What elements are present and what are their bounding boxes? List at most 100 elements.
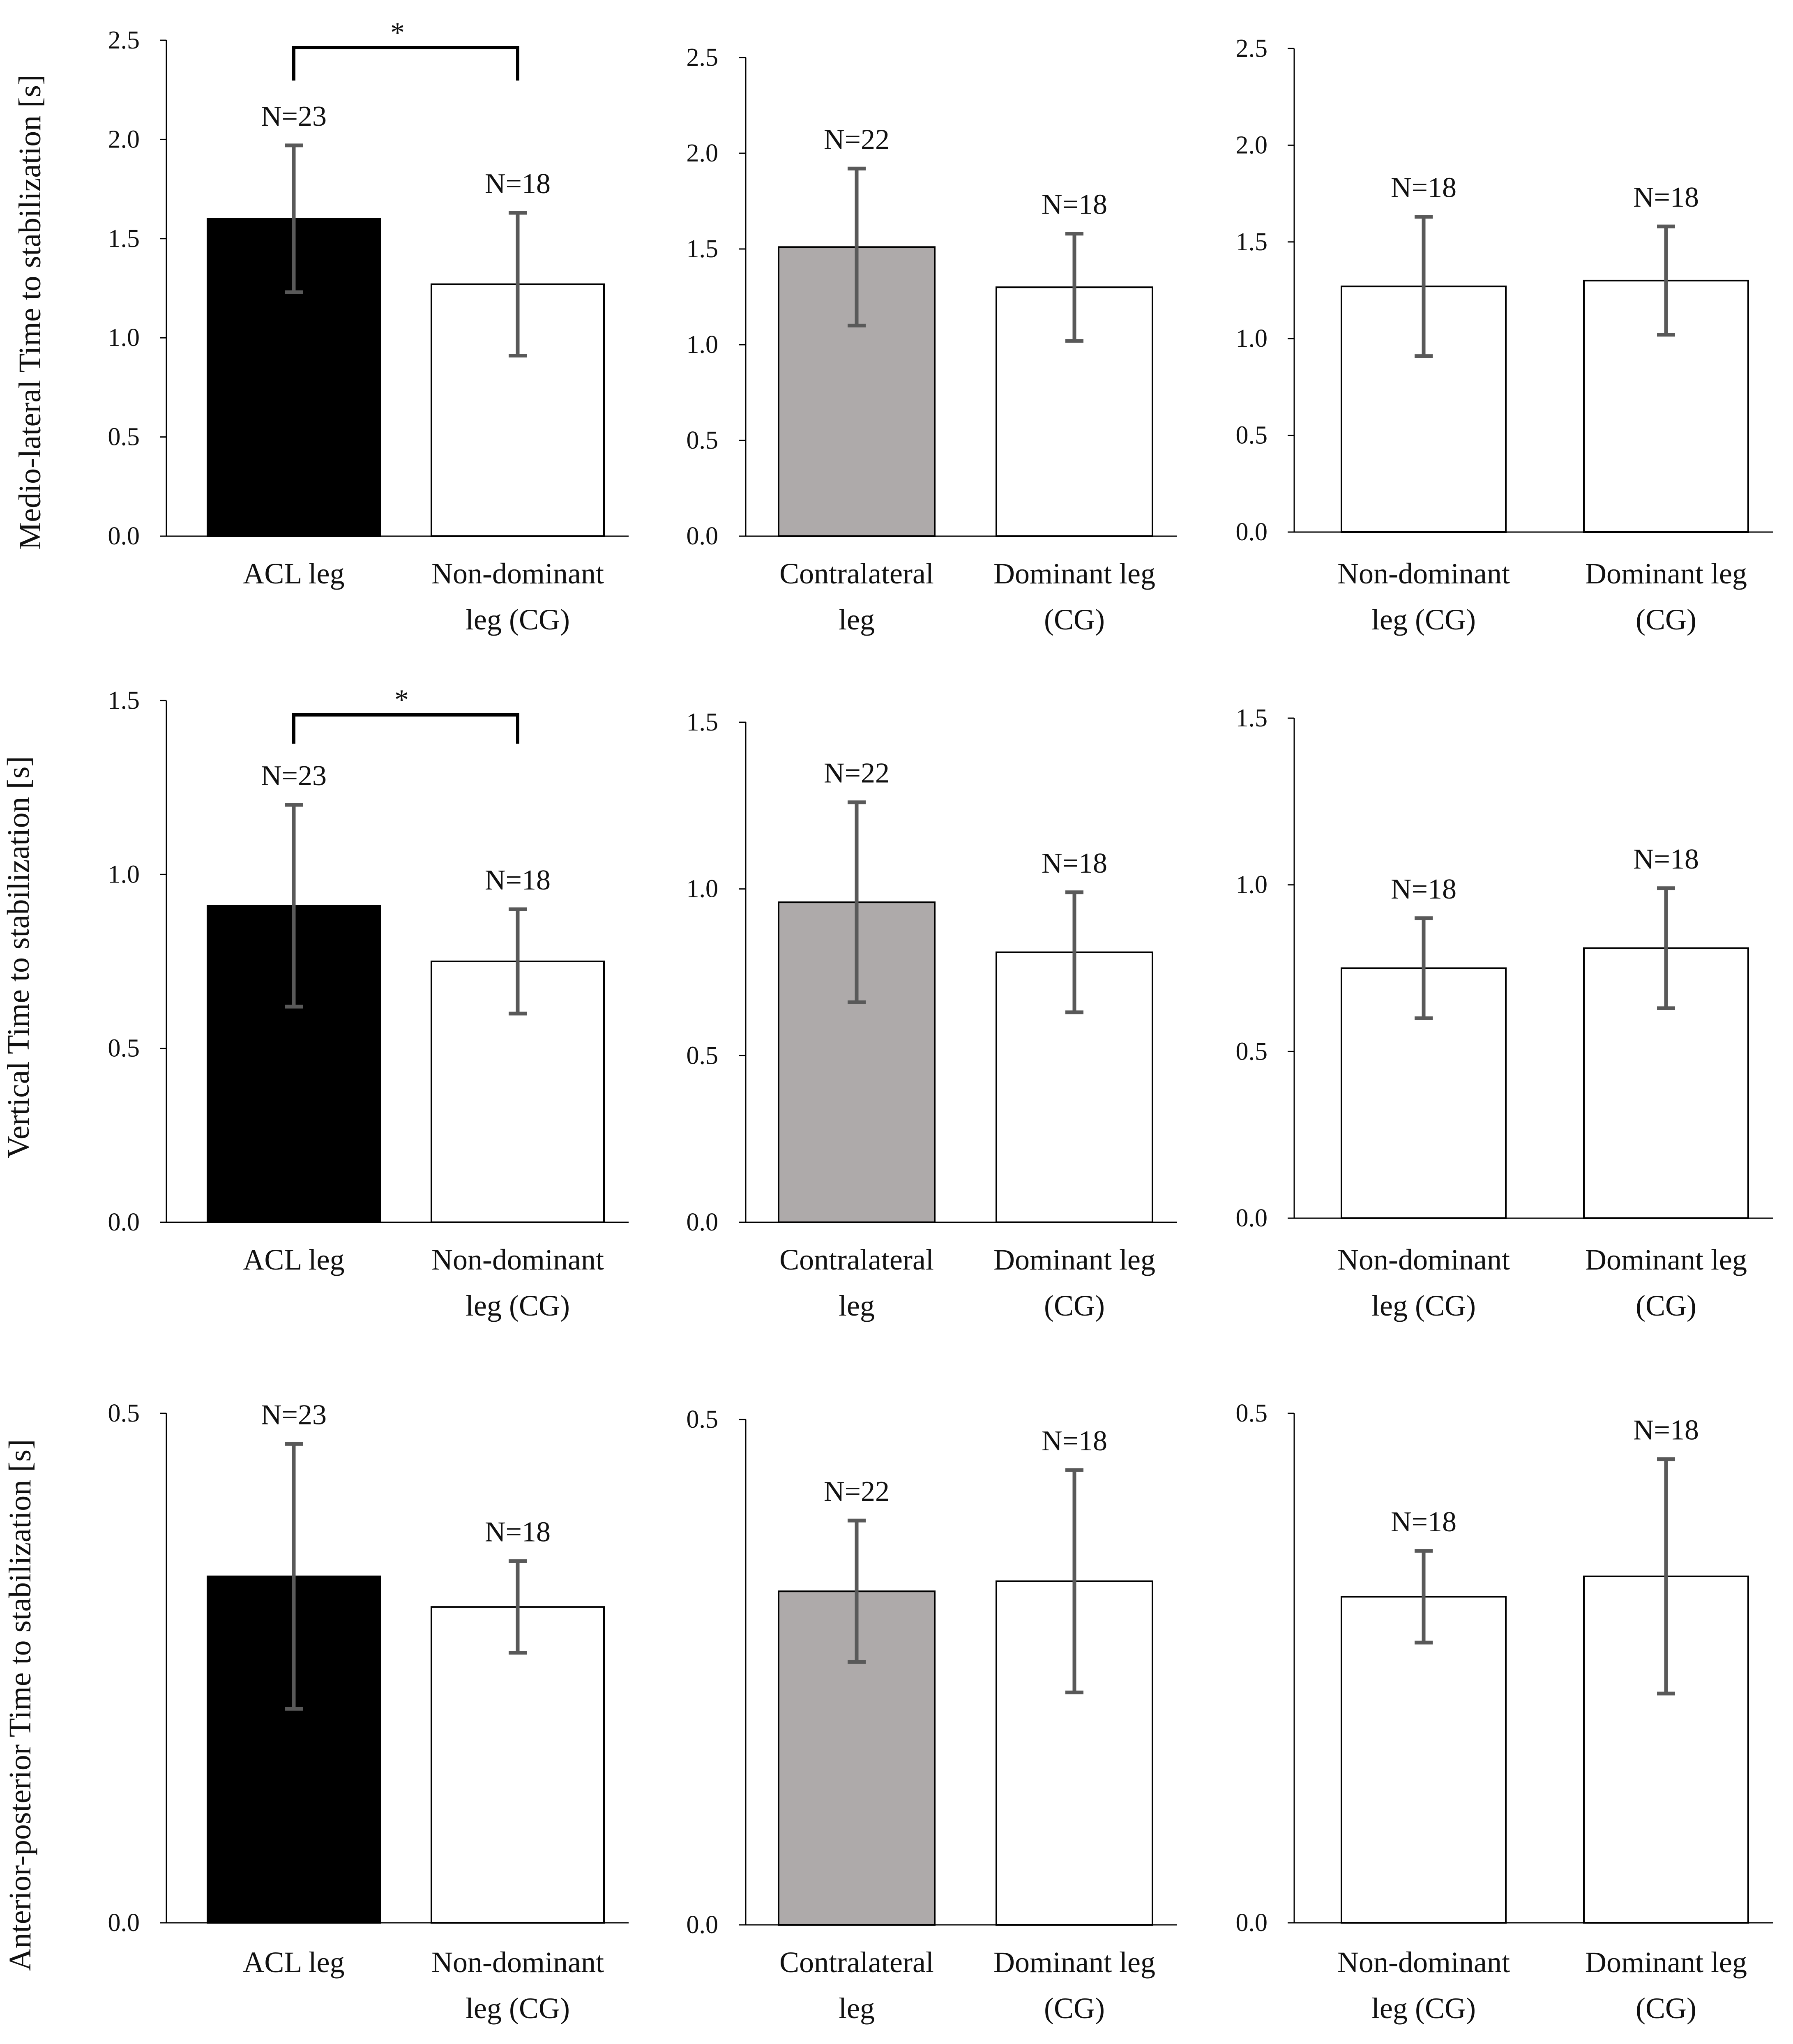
category-label: (CG): [1636, 603, 1696, 636]
significance-marker: *: [394, 684, 409, 716]
sample-size-label: N=18: [1633, 1415, 1699, 1446]
y-tick-label: 1.5: [687, 235, 719, 263]
panel-r2-c3: 0.0 0.5 1.0 1.5 N=18 Non-dominant leg (CG) N=18…: [1236, 704, 1773, 1322]
category-label: Dominant leg: [993, 1243, 1155, 1276]
category-label: leg: [839, 1992, 875, 2025]
y-tick-label: 0.5: [687, 426, 719, 454]
sample-size-label: N=18: [1633, 182, 1699, 213]
sample-size-label: N=23: [261, 1399, 327, 1431]
category-label: (CG): [1044, 1289, 1105, 1322]
y-tick-label: 0.0: [687, 1208, 719, 1236]
sample-size-label: N=18: [485, 168, 551, 200]
category-label: Contralateral: [779, 1946, 934, 1979]
significance-bracket: [292, 713, 519, 744]
y-tick-label: 1.0: [1236, 871, 1268, 899]
y-tick-label: 0.0: [1236, 1909, 1268, 1937]
panel-r3-c1: 0.0 0.5 N=23 ACL leg N=18 Non-dominant leg (CG…: [108, 1399, 629, 2025]
panel-r1-c2: 0.0 0.5 1.0 1.5 2.0 2.5 N=22 Contralateral leg N=…: [687, 44, 1177, 636]
sample-size-label: N=22: [824, 758, 890, 789]
y-tick-label: 0.0: [687, 1911, 719, 1939]
sample-size-label: N=18: [1391, 1506, 1457, 1538]
y-tick-label: 2.5: [687, 44, 719, 71]
y-tick-label: 0.0: [687, 522, 719, 550]
y-tick-label: 2.0: [1236, 131, 1268, 159]
sample-size-label: N=18: [485, 864, 551, 896]
y-tick-label: 0.0: [108, 1909, 140, 1937]
category-label: leg (CG): [466, 1992, 570, 2025]
y-tick-label: 2.0: [108, 125, 140, 153]
panel-r3-c3: 0.0 0.5 N=18 Non-dominant leg (CG) N=18 Domina…: [1236, 1399, 1773, 2025]
sample-size-label: N=22: [824, 124, 890, 155]
row-3-ylabel: Anterior-posterior Time to stabilization…: [3, 1439, 37, 1971]
y-tick-label: 0.5: [108, 1035, 140, 1062]
sample-size-label: N=23: [261, 101, 327, 132]
category-label: ACL leg: [243, 1946, 344, 1979]
category-label: leg (CG): [1371, 1289, 1476, 1322]
y-tick-label: 1.0: [1236, 325, 1268, 353]
category-label: leg: [839, 603, 875, 636]
category-label: Non-dominant: [1337, 1243, 1510, 1276]
category-label: leg (CG): [466, 603, 570, 636]
y-tick-label: 1.5: [108, 687, 140, 714]
sample-size-label: N=18: [1042, 848, 1107, 879]
y-tick-label: 0.0: [108, 522, 140, 550]
category-label: Contralateral: [779, 557, 934, 590]
category-label: Non-dominant: [431, 1243, 604, 1276]
row-1-ylabel: Medio-lateral Time to stabilization [s]: [13, 75, 47, 550]
panel-r2-c2: 0.0 0.5 1.0 1.5 N=22 Contralateral leg N=18 Domi…: [687, 708, 1177, 1322]
category-label: Dominant leg: [993, 557, 1155, 590]
category-label: ACL leg: [243, 557, 344, 590]
y-tick-label: 0.0: [1236, 1204, 1268, 1232]
sample-size-label: N=18: [1391, 172, 1457, 204]
y-tick-label: 0.5: [687, 1406, 719, 1433]
y-tick-label: 0.5: [1236, 1399, 1268, 1427]
y-tick-label: 1.0: [108, 860, 140, 888]
y-tick-label: 1.5: [1236, 228, 1268, 256]
category-label: (CG): [1044, 1992, 1105, 2025]
y-tick-label: 2.5: [1236, 35, 1268, 62]
category-label: Contralateral: [779, 1243, 934, 1276]
panel-r3-c2: 0.0 0.5 N=22 Contralateral leg N=18 Dominant l…: [687, 1406, 1177, 2025]
bar: [431, 1606, 605, 1924]
category-label: Non-dominant: [1337, 1946, 1510, 1979]
y-tick-label: 0.5: [108, 1399, 140, 1427]
sample-size-label: N=22: [824, 1476, 890, 1507]
significance-marker: *: [390, 17, 405, 48]
category-label: (CG): [1044, 603, 1105, 636]
category-label: (CG): [1636, 1992, 1696, 2025]
y-tick-label: 0.0: [1236, 518, 1268, 546]
panel-r1-c3: 0.0 0.5 1.0 1.5 2.0 2.5 N=18 Non-dominant leg (C…: [1236, 35, 1773, 636]
y-tick-label: 0.0: [108, 1208, 140, 1236]
y-tick-label: 1.0: [108, 324, 140, 352]
y-tick-label: 0.5: [687, 1042, 719, 1069]
sample-size-label: N=18: [1391, 873, 1457, 905]
sample-size-label: N=18: [485, 1516, 551, 1548]
y-tick-label: 0.5: [1236, 1037, 1268, 1065]
category-label: Non-dominant: [431, 1946, 604, 1979]
sample-size-label: N=18: [1633, 843, 1699, 875]
panel-r1-c1: 0.0 0.5 1.0 1.5 2.0 2.5 N=23 ACL leg N=18 Non-dom…: [108, 17, 629, 636]
y-tick-label: 0.5: [1236, 422, 1268, 449]
y-tick-label: 1.5: [1236, 704, 1268, 732]
category-label: Dominant leg: [1585, 1243, 1747, 1276]
category-label: leg (CG): [466, 1289, 570, 1322]
category-label: leg: [839, 1289, 875, 1322]
row-2-ylabel: Vertical Time to stabilization [s]: [1, 756, 36, 1158]
category-label: Dominant leg: [1585, 557, 1747, 590]
category-label: Dominant leg: [1585, 1946, 1747, 1979]
category-label: leg (CG): [1371, 1992, 1476, 2025]
y-tick-label: 2.0: [687, 139, 719, 167]
category-label: leg (CG): [1371, 603, 1476, 636]
significance-bracket: [292, 46, 519, 81]
category-label: Non-dominant: [1337, 557, 1510, 590]
y-tick-label: 1.5: [108, 225, 140, 253]
category-label: Non-dominant: [431, 557, 604, 590]
sample-size-label: N=23: [261, 760, 327, 792]
y-tick-label: 2.5: [108, 26, 140, 54]
y-tick-label: 1.0: [687, 875, 719, 903]
y-tick-label: 1.0: [687, 331, 719, 359]
bar: [1341, 1596, 1507, 1924]
category-label: ACL leg: [243, 1243, 344, 1276]
sample-size-label: N=18: [1042, 1425, 1107, 1457]
